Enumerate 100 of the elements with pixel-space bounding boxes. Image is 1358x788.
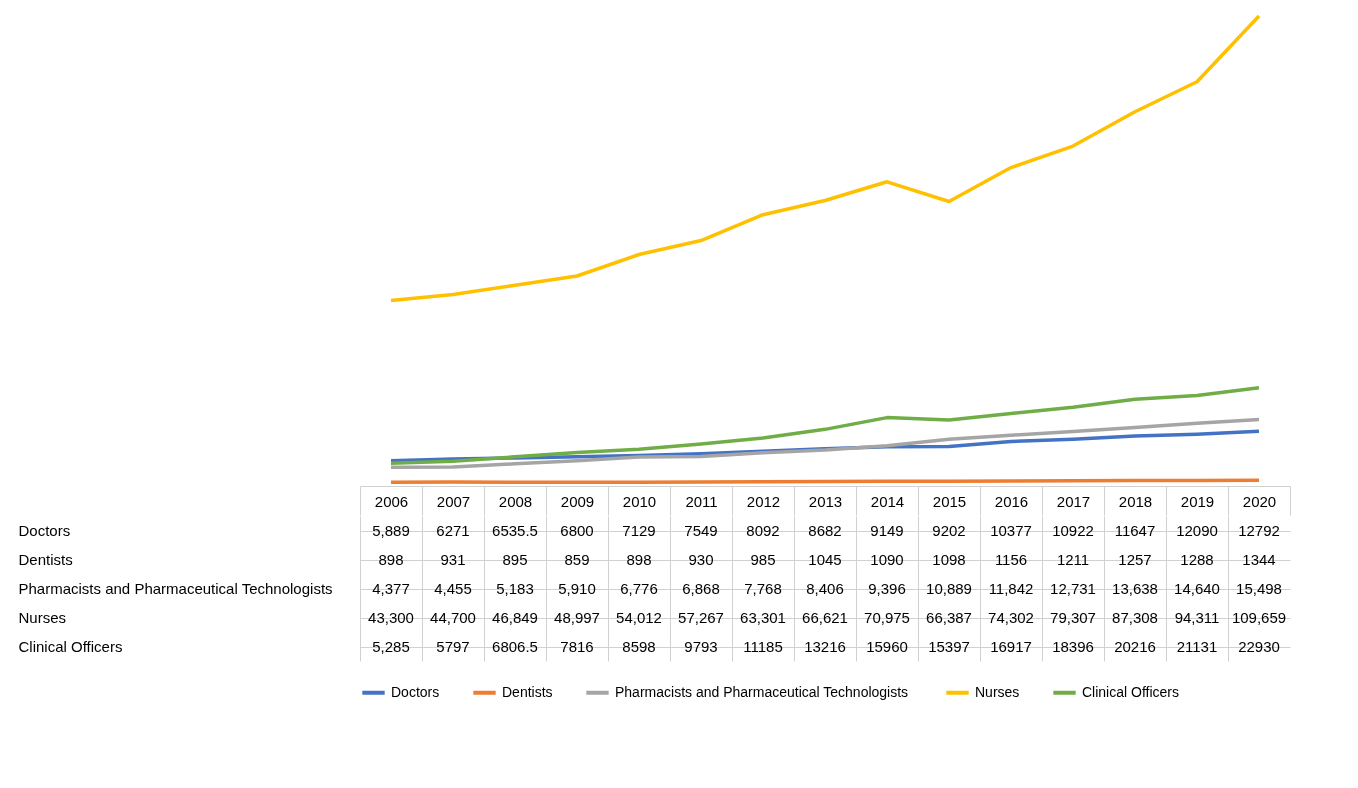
data-label: 8,406 [806,579,844,597]
data-label: 9149 [870,521,904,539]
data-label: 7549 [684,521,718,539]
data-label: 4,455 [434,579,472,597]
data-label: 79,307 [1050,608,1096,626]
data-label: 15397 [928,637,970,655]
data-label: 6800 [560,521,594,539]
data-label: 94,311 [1174,608,1220,626]
data-label: 14,640 [1174,579,1220,597]
data-label: 1045 [808,550,842,568]
data-label: 4,377 [372,579,410,597]
data-label: 9202 [932,521,966,539]
data-label: 66,387 [926,608,972,626]
data-label: 46,849 [492,608,538,626]
x-tick-label: 2017 [1056,492,1091,510]
x-tick-label: 2016 [994,492,1029,510]
data-label: 1257 [1118,550,1152,568]
data-label: 5,910 [558,579,596,597]
data-label: 12090 [1176,521,1218,539]
data-label: 12792 [1238,521,1280,539]
text: Nurses [18,609,67,626]
legend-label: Dentists [502,683,553,700]
data-label: 63,301 [740,608,786,626]
data-label: 70,975 [864,608,910,626]
data-label: 8682 [808,521,842,539]
data-label: 859 [564,550,590,568]
data-label: 5,183 [496,579,534,597]
data-label: 11,842 [988,579,1034,597]
x-tick-label: 2006 [374,492,409,510]
data-label: 21131 [1176,637,1218,655]
data-label: 8598 [622,637,656,655]
data-label: 20216 [1114,637,1156,655]
data-label: 5,285 [372,637,410,655]
x-tick-label: 2018 [1118,492,1153,510]
x-tick-label: 2012 [746,492,781,510]
data-label: 16917 [990,637,1032,655]
data-label: 74,302 [988,608,1034,626]
data-label: 109,659 [1231,608,1287,626]
data-label: 1098 [932,550,966,568]
legend-label: Clinical Officers [1082,683,1179,700]
data-label: 7816 [560,637,594,655]
data-label: 1344 [1242,550,1276,568]
legend-label: Nurses [975,683,1020,700]
data-label: 48,997 [554,608,600,626]
data-label: 6,868 [682,579,720,597]
data-label: 8092 [746,521,780,539]
data-label: 6271 [436,521,470,539]
x-tick-label: 2010 [622,492,657,510]
x-tick-label: 2011 [685,492,718,510]
data-label: 985 [750,550,776,568]
text: Pharmacists and Pharmaceutical Technologists [18,580,333,597]
data-label: 1156 [994,550,1028,568]
data-label: 44,700 [430,608,476,626]
data-label: 1211 [1056,550,1090,568]
data-label: 898 [626,550,652,568]
data-label: 6,776 [620,579,658,597]
data-label: 931 [440,550,466,568]
x-tick-label: 2014 [870,492,905,510]
data-label: 1288 [1180,550,1214,568]
data-label: 5,889 [372,521,410,539]
data-label: 57,267 [678,608,724,626]
data-label: 10377 [990,521,1032,539]
data-label: 87,308 [1112,608,1158,626]
text: Clinical Officers [18,638,123,655]
data-label: 930 [688,550,714,568]
data-label: 12,731 [1050,579,1096,597]
data-label: 10922 [1052,521,1094,539]
data-label: 22930 [1238,637,1280,655]
data-label: 11647 [1114,521,1156,539]
data-label: 18396 [1052,637,1094,655]
data-label: 1090 [870,550,904,568]
data-label: 898 [378,550,404,568]
x-tick-label: 2019 [1180,492,1215,510]
data-label: 13216 [804,637,846,655]
x-tick-label: 2007 [436,492,471,510]
data-label: 13,638 [1112,579,1158,597]
data-label: 6806.5 [492,637,538,655]
data-label: 895 [502,550,528,568]
x-tick-label: 2013 [808,492,843,510]
text: Dentists [18,551,73,568]
data-label: 54,012 [616,608,662,626]
legend-label: Doctors [391,683,440,700]
data-label: 7129 [622,521,656,539]
data-label: 9793 [684,637,718,655]
data-label: 5797 [436,637,470,655]
x-tick-label: 2008 [498,492,533,510]
data-label: 6535.5 [492,521,538,539]
data-label: 7,768 [744,579,782,597]
data-label: 66,621 [802,608,848,626]
data-label: 15960 [866,637,908,655]
data-label: 11185 [743,637,783,655]
x-tick-label: 2020 [1242,492,1277,510]
x-tick-label: 2015 [932,492,967,510]
x-tick-label: 2009 [560,492,595,510]
legend-label: Pharmacists and Pharmaceutical Technologists [615,683,909,700]
data-label: 10,889 [926,579,972,597]
text: Doctors [18,522,71,539]
data-label: 9,396 [868,579,906,597]
data-label: 43,300 [368,608,414,626]
data-label: 15,498 [1236,579,1282,597]
